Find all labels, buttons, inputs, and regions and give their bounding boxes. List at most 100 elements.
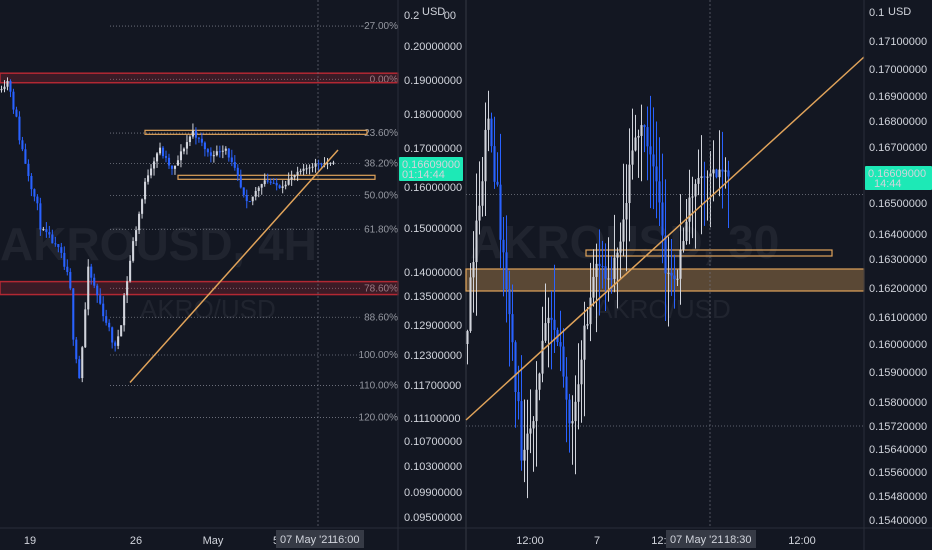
left-candle [114, 342, 117, 346]
right-y-tick: 0.16300000 [869, 254, 927, 266]
left-x-tick: 19 [24, 535, 36, 547]
right-candle [727, 170, 730, 177]
right-y-tick: 0.15640000 [869, 444, 927, 456]
right-current-price: 0.16609000 [868, 168, 926, 180]
left-price-badge [399, 157, 463, 181]
right-y-tick: 0.15560000 [869, 467, 927, 479]
left-candle [108, 322, 111, 328]
left-y-tick: 0.14000000 [404, 267, 462, 279]
right-candle [628, 164, 631, 204]
left-candle [126, 281, 129, 296]
left-candle [87, 266, 90, 310]
right-candle [562, 346, 565, 377]
right-candle [682, 241, 685, 250]
right-candle [571, 421, 574, 424]
left-candle [51, 234, 54, 244]
left-candle [233, 161, 236, 168]
left-candle [326, 163, 329, 165]
left-candle [332, 162, 335, 164]
left-candle [39, 203, 42, 230]
right-candle [712, 169, 715, 174]
right-price-badge [865, 166, 932, 190]
left-candle [257, 187, 260, 191]
right-candle [514, 342, 517, 393]
right-candle [697, 177, 700, 184]
right-y-tick: 0.16000000 [869, 339, 927, 351]
left-candle [173, 165, 177, 169]
right-y-tick: 0.17100000 [869, 36, 927, 48]
right-trendline [465, 56, 865, 421]
left-y-tick: 0.09900000 [404, 487, 462, 499]
right-candle [691, 196, 694, 198]
left-candle [30, 175, 33, 190]
left-candle [120, 325, 123, 337]
right-candle [715, 169, 718, 178]
left-candle [329, 162, 332, 164]
right-candle [523, 449, 526, 461]
red-zone [0, 72, 399, 84]
right-candle [577, 384, 580, 402]
watermark-right-symbol: AKROUSD, 30 [470, 216, 779, 268]
fib-level-label: 120.00% [359, 412, 399, 423]
left-candle [60, 247, 63, 253]
right-x-tick: 12:00 [788, 535, 816, 547]
right-candle [505, 252, 508, 290]
left-candle [3, 86, 6, 90]
right-candle [490, 118, 493, 147]
left-candle [278, 185, 281, 188]
left-candle [54, 243, 57, 245]
right-crosshair-date-badge [666, 530, 756, 548]
left-countdown: 01:14:44 [402, 169, 445, 181]
right-candle [607, 278, 610, 280]
left-candle [269, 181, 272, 183]
left-candle [45, 229, 48, 233]
left-y-tick: 0.13500000 [404, 291, 462, 303]
left-candle [105, 316, 108, 323]
left-candle [135, 230, 138, 242]
right-candle [532, 421, 535, 429]
left-candle [27, 163, 30, 176]
left-y-tick-tail: 00 [444, 10, 456, 22]
right-countdown: 14:44 [874, 178, 902, 190]
left-candle [236, 167, 239, 176]
right-candle [538, 373, 541, 390]
right-candle [472, 262, 475, 278]
left-candle [179, 151, 183, 161]
left-candle [158, 147, 162, 154]
left-candle [42, 229, 45, 231]
right-candle [694, 183, 697, 197]
left-candle [0, 89, 3, 91]
fib-level-label: 78.60% [364, 283, 398, 294]
left-candle [242, 187, 245, 195]
right-candle [613, 257, 616, 279]
right-y-tick: 0.16900000 [869, 91, 927, 103]
right-candle [487, 118, 490, 130]
right-candle [688, 197, 691, 222]
left-candle [305, 168, 308, 170]
right-candle [541, 340, 544, 374]
watermark-left-symbol: AKROUSD, 4H [0, 218, 317, 270]
fib-level-label: 61.80% [364, 224, 398, 235]
left-candle [144, 181, 147, 200]
right-candle [673, 275, 676, 280]
left-candle [164, 156, 168, 158]
left-candle [167, 157, 171, 166]
left-candle [69, 271, 72, 289]
right-candle [559, 342, 562, 347]
left-candle [170, 165, 174, 169]
left-currency: USD [422, 6, 445, 18]
left-crosshair-date-badge [276, 530, 364, 548]
right-candle [586, 324, 589, 326]
left-candle [21, 140, 24, 150]
right-candle [508, 289, 511, 315]
right-candle [529, 428, 532, 434]
left-candle [141, 199, 144, 214]
right-candle [553, 319, 556, 330]
right-candle [700, 176, 703, 178]
left-candle [320, 163, 323, 165]
left-candle [24, 149, 27, 164]
right-candle [589, 297, 592, 325]
left-y-tick: 0.12300000 [404, 350, 462, 362]
left-candle [311, 166, 314, 168]
fib-level-label: 88.60% [364, 312, 398, 323]
